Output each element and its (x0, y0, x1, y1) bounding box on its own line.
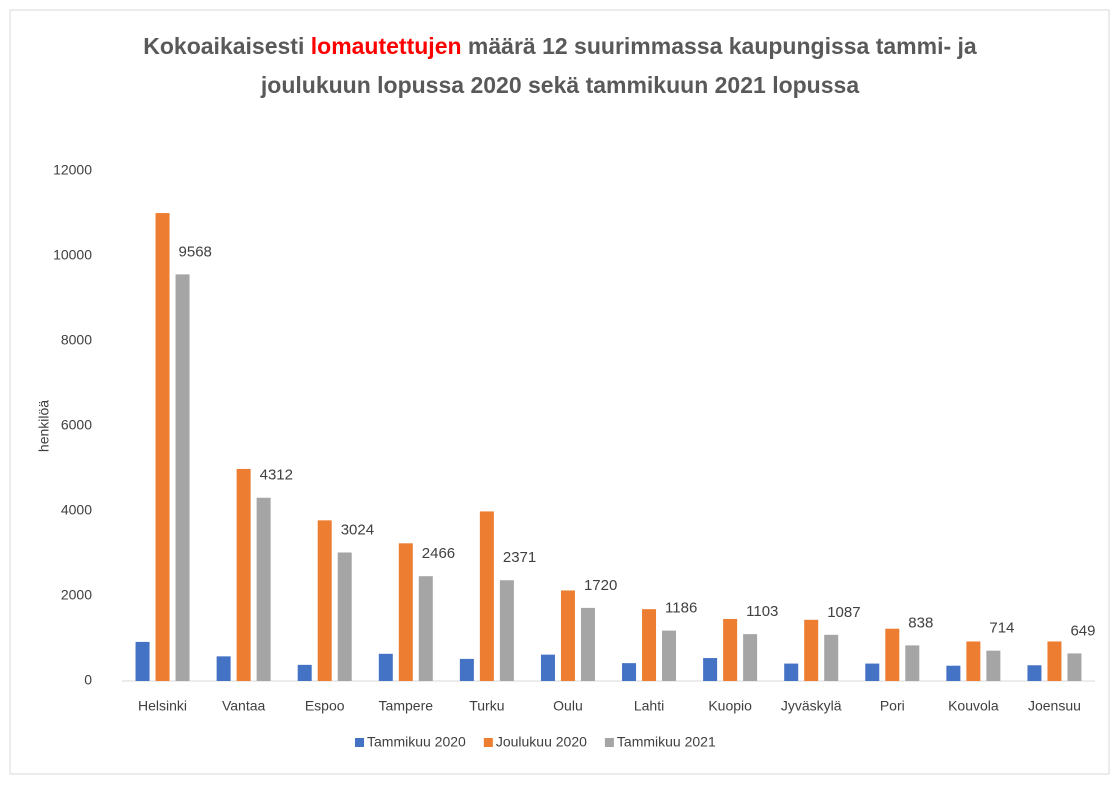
data-label: 3024 (341, 521, 374, 538)
y-tick-label: 6000 (61, 417, 92, 433)
y-tick-label: 8000 (61, 332, 92, 348)
bar (743, 634, 758, 681)
x-tick-label: Kouvola (948, 698, 999, 714)
bar (175, 274, 190, 681)
bar (1047, 641, 1062, 681)
bar (216, 656, 231, 681)
x-tick-label: Jyväskylä (781, 698, 842, 714)
y-tick-label: 2000 (61, 587, 92, 603)
bar (1067, 653, 1082, 681)
bar (946, 665, 961, 681)
x-tick-label: Tampere (379, 698, 434, 714)
bar (824, 634, 839, 681)
bar (236, 468, 251, 681)
bar (703, 658, 718, 681)
y-tick-label: 10000 (53, 247, 92, 263)
bar (865, 663, 880, 681)
chart-title-line: joulukuun lopussa 2020 sekä tammikuun 20… (260, 72, 859, 98)
x-tick-label: Pori (880, 698, 905, 714)
x-tick-label: Joensuu (1028, 698, 1081, 714)
data-label: 1103 (746, 603, 778, 620)
bar (966, 641, 981, 681)
bar (560, 590, 575, 681)
x-tick-label: Espoo (305, 698, 345, 714)
bar (986, 650, 1001, 681)
x-tick-label: Kuopio (708, 698, 752, 714)
chart-border (9, 9, 1110, 775)
bar (459, 658, 474, 681)
bar (622, 663, 637, 681)
data-label: 1720 (584, 577, 617, 594)
bar (540, 654, 555, 681)
bar (662, 630, 677, 681)
data-label: 2466 (422, 545, 455, 562)
bar (479, 511, 494, 681)
chart-title: Kokoaikaisesti lomautettujen määrä 12 su… (143, 33, 977, 59)
bar (256, 497, 271, 681)
title-part: lomautettujen (311, 33, 462, 59)
bar (1027, 665, 1042, 681)
legend-swatch (604, 738, 614, 747)
x-tick-label: Oulu (553, 698, 583, 714)
bar (885, 628, 900, 681)
data-label: 838 (908, 614, 933, 631)
data-label: 1087 (827, 604, 860, 621)
bar (135, 641, 150, 681)
bar (337, 552, 352, 681)
data-label: 714 (989, 620, 1014, 637)
bar (297, 664, 312, 681)
data-label: 2371 (503, 549, 536, 566)
bar (418, 576, 433, 681)
legend-label: Joulukuu 2020 (496, 734, 587, 750)
y-tick-label: 4000 (61, 502, 92, 518)
data-label: 4312 (260, 467, 293, 484)
bar (378, 653, 393, 681)
legend-label: Tammikuu 2021 (617, 734, 716, 750)
x-tick-label: Turku (469, 698, 504, 714)
bar (804, 619, 819, 681)
bar (723, 618, 738, 681)
bar (580, 607, 595, 681)
title-part: Kokoaikaisesti (143, 33, 304, 59)
bar (784, 663, 799, 681)
x-tick-label: Lahti (634, 698, 664, 714)
legend-swatch (355, 738, 364, 747)
bar (642, 609, 657, 681)
y-axis-label: henkilöä (36, 400, 52, 452)
legend-swatch (483, 738, 493, 747)
x-tick-label: Vantaa (222, 698, 266, 714)
legend-label: Tammikuu 2020 (367, 734, 466, 750)
y-tick-label: 0 (84, 672, 92, 688)
bar (398, 543, 413, 681)
bar (155, 213, 170, 681)
title-part: määrä 12 suurimmassa kaupungissa tammi- … (468, 33, 977, 59)
bar (317, 520, 332, 681)
bar (499, 580, 514, 681)
legend: Tammikuu 2020 Joulukuu 2020 Tammikuu 2021 (355, 734, 716, 750)
data-label: 1186 (665, 600, 697, 617)
data-label: 9568 (179, 243, 212, 260)
data-label: 649 (1070, 622, 1095, 639)
bar (905, 645, 920, 681)
y-tick-label: 12000 (53, 162, 92, 178)
x-tick-label: Helsinki (138, 698, 187, 714)
